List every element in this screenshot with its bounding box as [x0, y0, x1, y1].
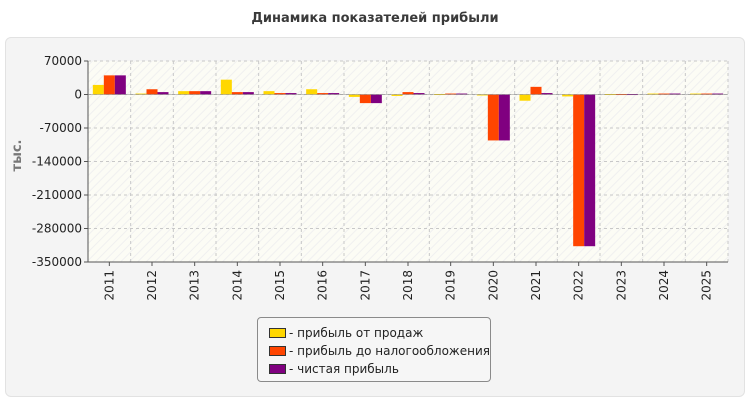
bar-s1-2022 — [573, 94, 585, 247]
bar-s1-2016 — [317, 93, 329, 95]
y-tick-label-2: -70000 — [39, 121, 82, 135]
x-tick-label-2023: 2023 — [614, 270, 628, 301]
y-tick-label-1: 0 — [74, 88, 82, 102]
x-tick-label-2021: 2021 — [529, 270, 543, 301]
bar-s2-2012 — [157, 92, 169, 95]
bar-s0-2018 — [391, 94, 403, 96]
bar-s0-2016 — [306, 89, 318, 95]
x-tick-label-2012: 2012 — [145, 270, 159, 301]
x-tick-label-2025: 2025 — [700, 270, 714, 301]
bar-s0-2020 — [476, 94, 488, 96]
bar-s2-2017 — [370, 94, 382, 104]
bar-s2-2019 — [456, 93, 468, 95]
x-tick-label-2022: 2022 — [572, 270, 586, 301]
x-tick-label-2024: 2024 — [657, 270, 671, 301]
y-axis-label: тыс. — [10, 140, 25, 172]
bar-s0-2024 — [647, 93, 659, 95]
bar-s2-2025 — [712, 93, 724, 95]
bar-s0-2014 — [220, 79, 232, 95]
x-tick-label-2017: 2017 — [358, 270, 372, 301]
y-tick-label-4: -210000 — [32, 188, 82, 202]
bar-s0-2017 — [348, 94, 360, 97]
bar-s2-2020 — [498, 94, 510, 141]
legend-label-pretax-profit: прибыль до налогообложения — [297, 344, 490, 358]
bar-s2-2013 — [200, 91, 212, 95]
x-tick-label-2020: 2020 — [486, 270, 500, 301]
bar-s2-2016 — [328, 93, 340, 95]
bar-s1-2020 — [487, 94, 499, 141]
y-tick-label-3: -140000 — [32, 155, 82, 169]
legend-item-pretax-profit: - прибыль до налогообложения — [258, 342, 490, 360]
bar-s1-2018 — [402, 92, 414, 95]
y-tick-label-5: -280000 — [32, 222, 82, 236]
bar-s2-2018 — [413, 93, 425, 95]
bar-s0-2013 — [178, 91, 190, 95]
bar-s0-2022 — [562, 94, 574, 97]
bar-s0-2012 — [135, 93, 147, 95]
y-tick-label-0: 70000 — [44, 54, 82, 68]
x-tick-label-2018: 2018 — [401, 270, 415, 301]
x-tick-label-2011: 2011 — [102, 270, 116, 301]
x-tick-label-2015: 2015 — [273, 270, 287, 301]
bar-s1-2011 — [103, 75, 115, 95]
x-tick-label-2013: 2013 — [188, 270, 202, 301]
bar-s1-2015 — [274, 93, 286, 95]
bar-s1-2012 — [146, 89, 158, 95]
bar-s1-2021 — [530, 86, 542, 95]
legend: - прибыль от продаж - прибыль до налогоо… — [257, 317, 491, 382]
legend-label-sales-profit: прибыль от продаж — [297, 326, 424, 340]
bar-s0-2021 — [519, 94, 531, 101]
bar-s1-2024 — [658, 93, 670, 95]
x-tick-label-2016: 2016 — [316, 270, 330, 301]
x-tick-label-2014: 2014 — [230, 270, 244, 301]
bar-s2-2021 — [541, 93, 553, 95]
bar-s2-2015 — [285, 93, 297, 95]
bar-s2-2011 — [114, 75, 126, 95]
bar-s1-2019 — [445, 93, 457, 95]
legend-label-net-profit: чистая прибыль — [297, 362, 399, 376]
bar-s0-2025 — [690, 93, 702, 95]
bar-s0-2011 — [92, 84, 104, 95]
y-tick-label-6: -350000 — [32, 255, 82, 269]
bar-s2-2022 — [584, 94, 596, 247]
x-tick-label-2019: 2019 — [444, 270, 458, 301]
legend-item-sales-profit: - прибыль от продаж — [258, 324, 490, 342]
bar-s1-2017 — [359, 94, 371, 104]
bar-s0-2015 — [263, 91, 275, 95]
legend-item-net-profit: - чистая прибыль — [258, 360, 490, 378]
bar-s1-2014 — [231, 92, 243, 95]
bar-s2-2024 — [669, 93, 681, 95]
legend-swatch-net-profit — [269, 364, 286, 374]
bar-s2-2014 — [242, 92, 254, 95]
legend-swatch-pretax-profit — [269, 346, 286, 356]
legend-swatch-sales-profit — [269, 328, 286, 338]
bar-s1-2025 — [701, 93, 713, 95]
bar-s1-2013 — [189, 91, 201, 95]
chart-title: Динамика показателей прибыли — [251, 11, 499, 26]
